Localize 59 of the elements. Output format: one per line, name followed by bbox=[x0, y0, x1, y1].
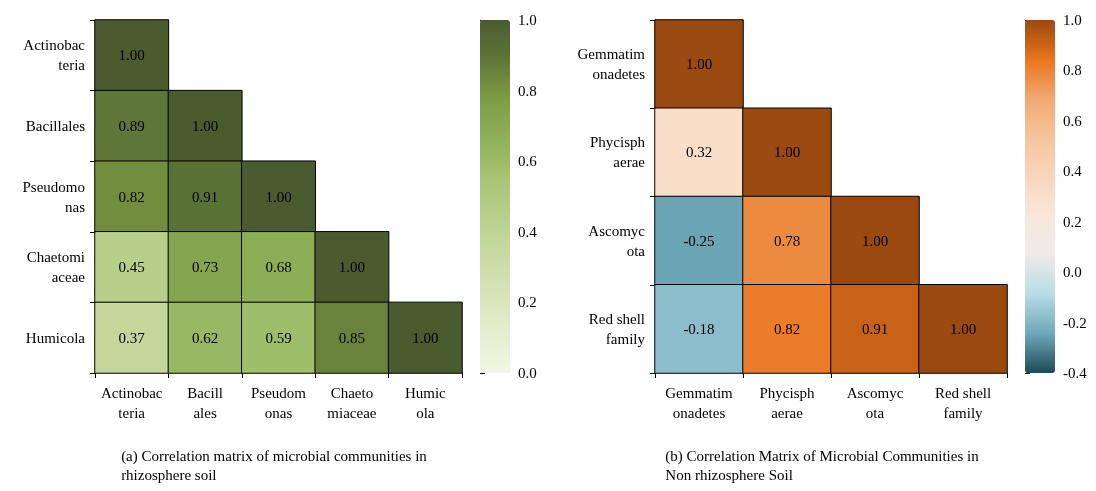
data-label: 0.59 bbox=[265, 329, 292, 346]
data-label: 1.00 bbox=[338, 259, 366, 276]
data-label: 0.89 bbox=[118, 117, 145, 134]
color-bar-label: 0.6 bbox=[518, 153, 538, 170]
color-bar-label: 0.2 bbox=[1063, 213, 1082, 230]
y-tick-label: Gemmatim onadetes bbox=[577, 46, 646, 83]
text: (a) Correlation matrix of microbial communities in rhizosphere soil bbox=[121, 447, 428, 483]
data-label: 1.00 bbox=[949, 320, 977, 337]
y-tick-label: Phycisph aerae bbox=[589, 134, 646, 171]
y-tick-label: Chaetomi aceae bbox=[26, 249, 86, 286]
y-tick-label: Humicola bbox=[25, 329, 86, 346]
x-tick-label: Chaeto miaceae bbox=[327, 385, 377, 421]
color-bar-label: 0.4 bbox=[1063, 163, 1083, 180]
data-label: 0.68 bbox=[265, 259, 292, 276]
color-bar-label: 1.0 bbox=[518, 12, 537, 28]
data-label: 1.00 bbox=[773, 144, 801, 161]
x-tick-label: Phycisph aerae bbox=[759, 385, 815, 421]
color-bar-label: -0.2 bbox=[1063, 314, 1087, 331]
color-bar-label: 0.8 bbox=[518, 82, 537, 99]
data-label: 0.32 bbox=[685, 144, 713, 161]
data-label: 0.37 bbox=[118, 329, 146, 346]
color-bar-label: 0.8 bbox=[1063, 62, 1082, 79]
data-label: 1.00 bbox=[412, 329, 439, 346]
data-label: 1.00 bbox=[118, 47, 145, 64]
data-label: -0.25 bbox=[683, 232, 715, 249]
x-tick-label: Pseudom onas bbox=[250, 385, 307, 421]
x-tick-label: Ascomyc ota bbox=[846, 385, 904, 421]
x-tick-label: Red shell family bbox=[934, 385, 992, 421]
color-bar-label: 0.6 bbox=[1063, 112, 1083, 129]
data-label: 0.62 bbox=[191, 329, 219, 346]
color-bar-label: 0.2 bbox=[518, 294, 537, 311]
data-label: 0.91 bbox=[861, 320, 889, 337]
data-label: 0.45 bbox=[118, 259, 145, 276]
data-label: 0.85 bbox=[338, 329, 366, 346]
data-label: 1.00 bbox=[685, 56, 713, 73]
x-tick-label: Bacill ales bbox=[187, 385, 224, 421]
y-tick-label: Pseudomo nas bbox=[22, 178, 86, 215]
data-label: 0.82 bbox=[118, 188, 145, 205]
data-label: 1.00 bbox=[861, 232, 889, 249]
x-tick-label: Humic ola bbox=[404, 385, 447, 421]
data-label: -0.18 bbox=[683, 320, 715, 337]
data-label: 0.78 bbox=[773, 232, 801, 249]
x-tick-label: Actinobac teria bbox=[100, 385, 163, 421]
y-tick-label: Ascomyc ota bbox=[588, 222, 646, 259]
color-bar-label: 0.0 bbox=[518, 365, 537, 381]
y-tick-label: Actinobac teria bbox=[23, 37, 86, 74]
data-label: 0.82 bbox=[773, 320, 801, 337]
x-tick-label: Gemmatim onadetes bbox=[665, 385, 734, 421]
color-bar-label: 0.4 bbox=[518, 223, 538, 240]
y-tick-label: Bacillales bbox=[25, 117, 86, 134]
y-tick-label: Red shell family bbox=[588, 310, 646, 347]
color-bar-label: 1.0 bbox=[1063, 12, 1082, 28]
text: (b) Correlation Matrix of Microbial Communities in Non rhizosphere Soil bbox=[665, 447, 980, 483]
color-bar-label: 0.0 bbox=[1063, 264, 1082, 281]
data-label: 1.00 bbox=[191, 117, 219, 134]
data-label: 0.91 bbox=[191, 188, 219, 205]
data-label: 0.73 bbox=[191, 259, 219, 276]
data-label: 1.00 bbox=[265, 188, 292, 205]
color-bar-label: -0.4 bbox=[1063, 365, 1088, 381]
